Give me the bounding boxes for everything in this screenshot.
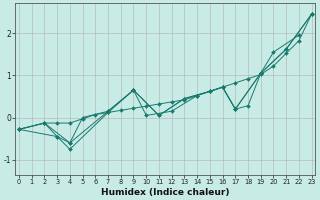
X-axis label: Humidex (Indice chaleur): Humidex (Indice chaleur) — [101, 188, 229, 197]
